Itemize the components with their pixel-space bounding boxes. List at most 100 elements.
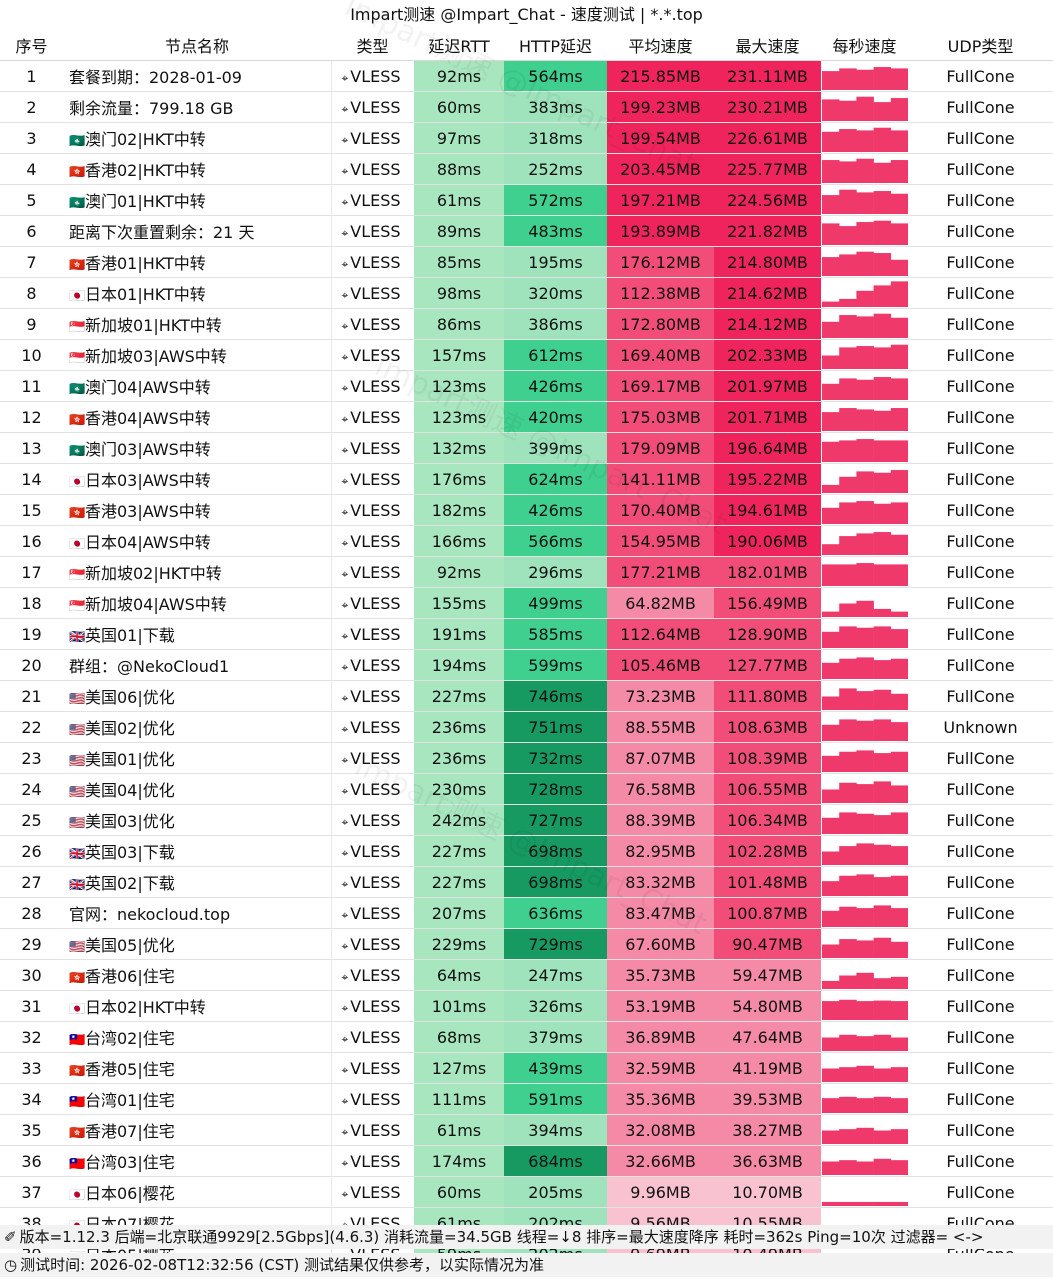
flag-icon: 🇬🇧 — [69, 847, 86, 862]
max-speed-cell: 214.80MB — [714, 246, 821, 278]
table-row: 2 剩余流量：799.18 GB ⌖ VLESS 60ms 383ms 199.23MB 23… — [0, 91, 1053, 123]
udp-cell: FullCone — [908, 277, 1053, 309]
node-name-cell: 🇭🇰香港01|HKT中转 — [63, 246, 331, 278]
spark-bar — [890, 377, 908, 400]
spark-bar — [856, 600, 874, 617]
spark-bar — [890, 658, 908, 679]
node-name: 美国05|优化 — [85, 936, 175, 955]
node-type: VLESS — [350, 1058, 401, 1078]
spark-bar — [873, 876, 892, 896]
node-name-cell: 群组：@NekoCloud1 — [63, 649, 331, 681]
spark-cell — [821, 525, 908, 557]
spark-bar — [873, 503, 892, 524]
max-speed-cell: 59.47MB — [714, 959, 821, 991]
vless-icon: ⌖ — [341, 566, 349, 581]
spark-bar — [890, 469, 908, 493]
table-row: 30 🇭🇰香港06|住宅 ⌖ VLESS 64ms 247ms 35.73MB 59.47MB… — [0, 959, 1053, 991]
spark-bar — [839, 160, 857, 183]
spark-bar — [839, 658, 857, 679]
max-speed-cell: 100.87MB — [714, 897, 821, 929]
type-cell: ⌖VLESS — [330, 1114, 414, 1146]
udp-cell: FullCone — [908, 742, 1053, 774]
spark-bar — [873, 346, 892, 369]
avg-speed-cell: 215.85MB — [607, 60, 714, 92]
node-type: VLESS — [350, 717, 401, 737]
table-row: 25 🇺🇸美国03|优化 ⌖ VLESS 242ms 727ms 88.39MB 106.34… — [0, 804, 1053, 836]
spark-bar — [873, 1000, 892, 1020]
node-name-cell: 🇸🇬新加坡01|HKT中转 — [63, 308, 331, 340]
rtt-cell: 230ms — [414, 773, 504, 805]
table-row: 8 🇯🇵日本01|HKT中转 ⌖ VLESS 98ms 320ms 112.38MB 214.… — [0, 277, 1053, 309]
flag-icon: 🇸🇬 — [69, 351, 86, 366]
per-second-sparkline — [822, 625, 908, 648]
udp-cell: FullCone — [908, 804, 1053, 836]
spark-cell — [821, 1114, 908, 1146]
vless-icon: ⌖ — [341, 473, 349, 488]
index-cell: 19 — [0, 618, 63, 650]
flag-icon: 🇹🇼 — [69, 1095, 86, 1110]
spark-bar — [822, 910, 840, 927]
max-speed-cell: 194.61MB — [714, 494, 821, 526]
node-name-cell: 🇬🇧英国03|下载 — [63, 835, 331, 867]
node-name: 澳门04|AWS中转 — [85, 378, 211, 397]
flag-icon: 🇲🇴 — [69, 444, 86, 459]
col-per-second: 每秒速度 — [821, 29, 908, 61]
flag-icon: 🇭🇰 — [69, 506, 86, 521]
node-type: VLESS — [350, 66, 401, 86]
vless-icon: ⌖ — [341, 101, 349, 116]
spark-bar — [839, 718, 857, 741]
http-cell: 499ms — [504, 587, 607, 619]
http-cell: 585ms — [504, 618, 607, 650]
node-type: VLESS — [350, 996, 401, 1016]
rtt-cell: 174ms — [414, 1145, 504, 1177]
udp-cell: FullCone — [908, 897, 1053, 929]
spark-bar — [873, 904, 892, 927]
index-cell: 17 — [0, 556, 63, 588]
node-name-cell: 🇯🇵日本06|樱花 — [63, 1176, 331, 1208]
udp-cell: FullCone — [908, 1052, 1053, 1084]
index-cell: 23 — [0, 742, 63, 774]
table-row: 12 🇭🇰香港04|AWS中转 ⌖ VLESS 123ms 420ms 175.03MB 20… — [0, 401, 1053, 433]
node-type: VLESS — [350, 128, 401, 148]
rtt-cell: 85ms — [414, 246, 504, 278]
spark-bar — [856, 96, 874, 121]
udp-cell: FullCone — [908, 525, 1053, 557]
spark-bar — [890, 721, 908, 741]
spark-bar — [822, 817, 840, 834]
rtt-cell: 60ms — [414, 91, 504, 123]
spark-bar — [873, 608, 892, 617]
spark-bar — [839, 975, 857, 989]
rtt-cell: 101ms — [414, 990, 504, 1022]
max-speed-cell: 90.47MB — [714, 928, 821, 960]
node-name: 香港07|住宅 — [85, 1122, 175, 1141]
flag-icon: 🇺🇸 — [69, 816, 86, 831]
spark-bar — [856, 290, 874, 307]
node-name-cell: 🇺🇸美国03|优化 — [63, 804, 331, 836]
http-cell: 636ms — [504, 897, 607, 929]
spark-bar — [856, 813, 874, 834]
vless-icon: ⌖ — [341, 287, 349, 302]
max-speed-cell: 221.82MB — [714, 215, 821, 247]
avg-speed-cell: 53.19MB — [607, 990, 714, 1022]
rtt-cell: 132ms — [414, 432, 504, 464]
spark-bar — [873, 780, 892, 803]
http-cell: 566ms — [504, 525, 607, 557]
udp-cell: FullCone — [908, 370, 1053, 402]
spark-bar — [890, 439, 908, 462]
type-cell: ⌖VLESS — [330, 835, 414, 867]
node-name: 香港05|住宅 — [85, 1060, 175, 1079]
avg-speed-cell: 35.36MB — [607, 1083, 714, 1115]
node-name: 官网：nekocloud.top — [69, 905, 231, 924]
udp-cell: FullCone — [908, 835, 1053, 867]
spark-bar — [856, 1201, 874, 1206]
spark-bar — [890, 280, 908, 307]
table-row: 9 🇸🇬新加坡01|HKT中转 ⌖ VLESS 86ms 386ms 172.80MB 214… — [0, 308, 1053, 340]
per-second-sparkline — [822, 531, 908, 555]
vless-icon: ⌖ — [341, 628, 349, 643]
per-second-sparkline — [822, 96, 908, 121]
udp-cell: FullCone — [908, 990, 1053, 1022]
spark-bar — [873, 659, 892, 679]
node-name: 美国06|优化 — [85, 688, 175, 707]
index-cell: 16 — [0, 525, 63, 557]
spark-bar — [890, 1201, 908, 1206]
